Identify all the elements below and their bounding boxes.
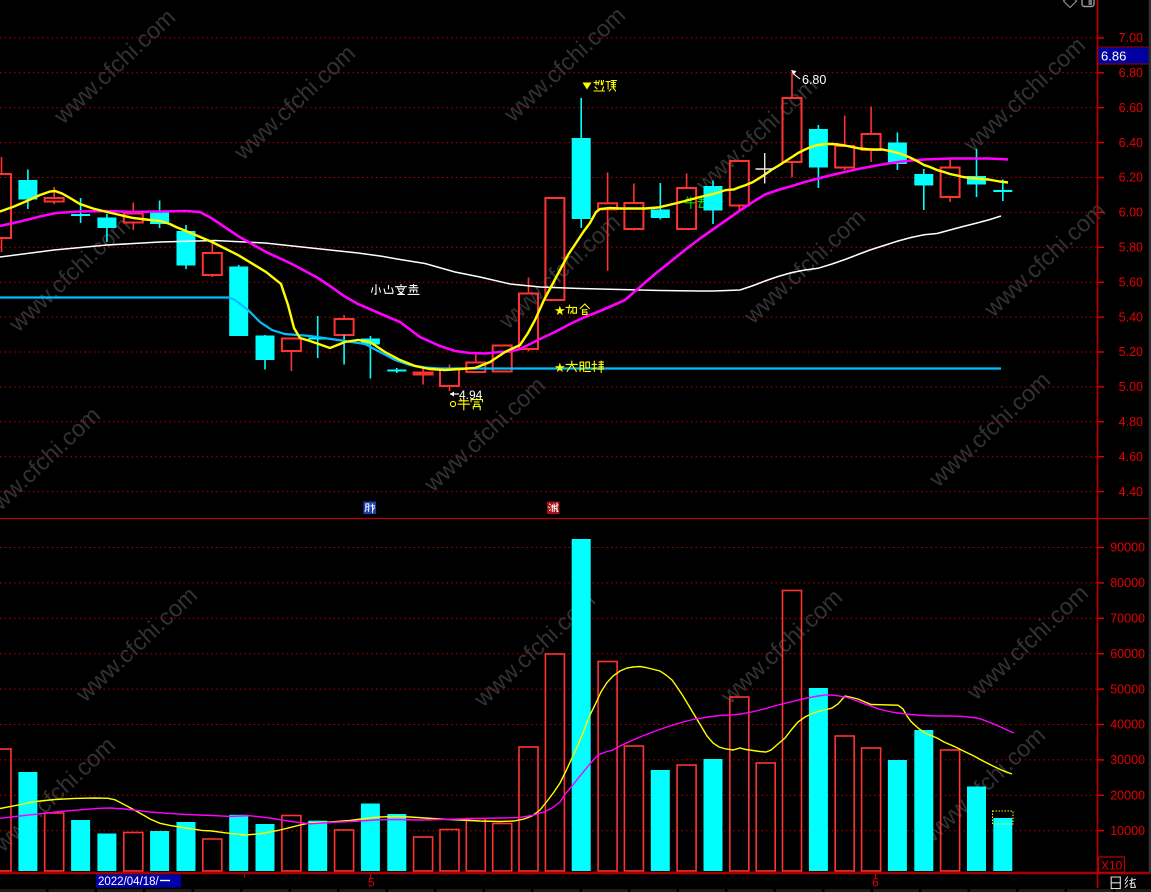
- svg-text:2022/04/18/: 2022/04/18/: [98, 876, 160, 888]
- svg-text:6.20: 6.20: [1119, 171, 1143, 185]
- svg-text:6.80: 6.80: [1119, 66, 1143, 80]
- svg-text:6.00: 6.00: [1119, 206, 1143, 220]
- svg-text:40000: 40000: [1110, 718, 1145, 732]
- svg-text:6.86: 6.86: [1101, 49, 1126, 64]
- svg-text:6.80: 6.80: [802, 73, 826, 87]
- svg-text:5: 5: [368, 876, 375, 890]
- svg-text:4.60: 4.60: [1119, 450, 1143, 464]
- svg-text:7.00: 7.00: [1119, 31, 1143, 45]
- svg-text:4.80: 4.80: [1119, 415, 1143, 429]
- svg-text:90000: 90000: [1110, 541, 1145, 555]
- svg-text:70000: 70000: [1110, 612, 1145, 626]
- svg-text:6.40: 6.40: [1119, 136, 1143, 150]
- svg-text:30000: 30000: [1110, 753, 1145, 767]
- svg-text:6: 6: [872, 876, 879, 890]
- svg-text:5.40: 5.40: [1119, 310, 1143, 324]
- svg-text:4.40: 4.40: [1119, 485, 1143, 499]
- svg-text:6.60: 6.60: [1119, 101, 1143, 115]
- svg-text:5.60: 5.60: [1119, 275, 1143, 289]
- svg-text:80000: 80000: [1110, 576, 1145, 590]
- svg-text:50000: 50000: [1110, 682, 1145, 696]
- svg-text:10000: 10000: [1110, 824, 1145, 838]
- svg-text:★: ★: [554, 360, 566, 375]
- svg-text:5.80: 5.80: [1119, 241, 1143, 255]
- svg-text:60000: 60000: [1110, 647, 1145, 661]
- svg-text:★: ★: [554, 303, 566, 318]
- svg-text:X10: X10: [1101, 859, 1123, 873]
- svg-text:5.00: 5.00: [1119, 380, 1143, 394]
- svg-text:20000: 20000: [1110, 789, 1145, 803]
- svg-text:5.20: 5.20: [1119, 345, 1143, 359]
